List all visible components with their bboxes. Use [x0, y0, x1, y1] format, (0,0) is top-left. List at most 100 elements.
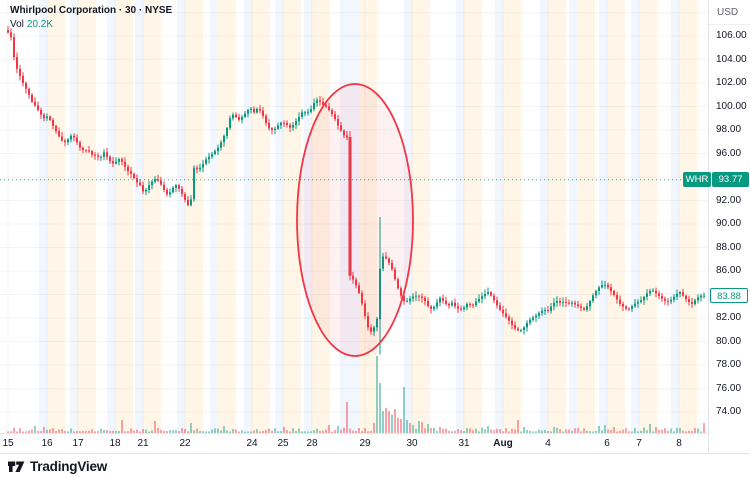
volume-bar: [511, 428, 513, 433]
volume-bar: [40, 431, 42, 433]
volume-bar: [571, 430, 573, 433]
volume-bar: [28, 430, 30, 433]
candle-body: [100, 156, 102, 158]
candle-body: [535, 315, 537, 318]
candle-body: [289, 125, 291, 128]
volume-bar: [175, 430, 177, 433]
symbol-title[interactable]: Whirlpool Corporation · 30 · NYSE: [10, 5, 173, 16]
candle-body: [166, 189, 168, 195]
volume-bar: [262, 430, 264, 433]
volume-bar: [646, 430, 648, 433]
volume-bar: [67, 431, 69, 433]
candle-body: [172, 187, 174, 193]
candle-body: [424, 298, 426, 301]
volume-bar: [703, 423, 705, 433]
candle-body: [253, 108, 255, 113]
volume-bar: [457, 429, 459, 433]
price-axis-label: 92.00: [716, 194, 742, 206]
candle-body: [262, 110, 264, 116]
candle-body: [502, 309, 504, 314]
candle-body: [199, 167, 201, 170]
volume-bar: [505, 428, 507, 433]
session-band-premarket: [548, 0, 566, 433]
candle-body: [301, 112, 303, 117]
price-axis[interactable]: USD 106.00 104.00 102.00 100.00 98.00 96.00 92…: [708, 0, 750, 453]
volume-bar: [229, 431, 231, 433]
volume-bar: [460, 430, 462, 433]
volume-bar: [520, 431, 522, 433]
candle-body: [526, 322, 528, 328]
volume-value: 20.2K: [26, 19, 54, 30]
chart-legend[interactable]: Whirlpool Corporation · 30 · NYSE Vol 20.…: [10, 4, 172, 31]
time-axis-label: 29: [359, 438, 371, 449]
volume-bar: [178, 431, 180, 433]
volume-bar: [361, 431, 363, 433]
candle-body: [463, 307, 465, 310]
volume-bar: [688, 430, 690, 433]
volume-bar: [364, 427, 366, 433]
volume-bar: [214, 428, 216, 433]
candle-body: [631, 306, 633, 309]
candle-body: [250, 108, 252, 111]
volume-bar: [355, 431, 357, 433]
candle-body: [241, 117, 243, 120]
candle-body: [157, 179, 159, 181]
session-band-premarket: [143, 0, 161, 433]
session-band-postmarket: [275, 0, 283, 433]
candle-body: [616, 295, 618, 300]
session-band-postmarket: [569, 0, 577, 433]
volume-bar: [211, 429, 213, 433]
time-axis-label: 28: [306, 438, 318, 449]
volume-bar: [679, 428, 681, 433]
session-band-postmarket: [631, 0, 639, 433]
volume-bar: [418, 421, 420, 433]
volume-bar: [61, 429, 63, 433]
volume-bar: [652, 431, 654, 433]
volume-bar: [427, 424, 429, 433]
volume-bar: [499, 429, 501, 433]
volume-bar: [193, 430, 195, 433]
volume-bar: [115, 430, 117, 433]
volume-bar: [103, 429, 105, 433]
volume-bar: [340, 429, 342, 433]
tradingview-logo[interactable]: TradingView: [8, 459, 107, 474]
candle-body: [295, 121, 297, 126]
candle-body: [460, 308, 462, 310]
volume-bar: [43, 427, 45, 433]
candle-body: [436, 302, 438, 307]
volume-bar: [421, 422, 423, 433]
volume-bar: [535, 431, 537, 433]
time-axis[interactable]: 15 16 17 18 21 22 24 25 28 29 30 31 Aug 4 6 7 8: [0, 433, 708, 454]
candle-body: [550, 306, 552, 311]
volume-bar: [145, 429, 147, 433]
volume-bar: [235, 429, 237, 433]
candle-body: [298, 116, 300, 122]
volume-bar: [25, 431, 27, 433]
candle-body: [220, 142, 222, 148]
candle-body: [286, 122, 288, 126]
candlestick-chart[interactable]: [0, 0, 708, 433]
candle-body: [532, 317, 534, 320]
candle-body: [490, 292, 492, 296]
volume-bar: [274, 428, 276, 433]
candle-body: [271, 128, 273, 130]
volume-bar: [256, 429, 258, 433]
candle-body: [292, 125, 294, 128]
volume-bar: [613, 427, 615, 433]
volume-bar: [676, 427, 678, 433]
volume-bar: [562, 431, 564, 433]
volume-bar: [610, 429, 612, 433]
session-band-postmarket: [456, 0, 464, 433]
candle-body: [658, 293, 660, 296]
volume-bar: [124, 431, 126, 433]
candle-body: [313, 102, 315, 110]
candle-body: [457, 306, 459, 309]
candle-body: [397, 279, 399, 289]
volume-bar: [469, 428, 471, 433]
candle-body: [280, 122, 282, 126]
chart-plot-area[interactable]: Whirlpool Corporation · 30 · NYSE Vol 20.…: [0, 0, 708, 433]
candle-body: [439, 298, 441, 303]
price-axis-label: 100.00: [716, 100, 747, 112]
volume-bar: [298, 428, 300, 433]
